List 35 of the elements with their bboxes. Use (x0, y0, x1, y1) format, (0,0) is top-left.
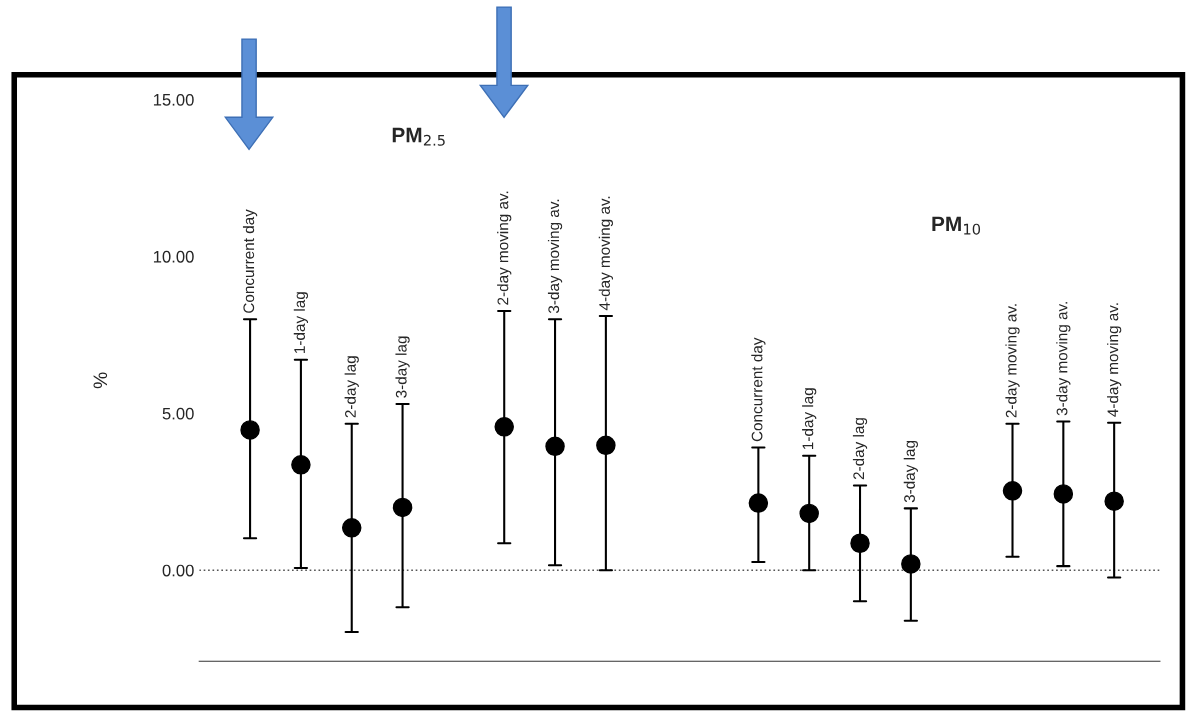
y-tick-label: 5.00 (162, 407, 194, 420)
point (545, 436, 565, 457)
point (901, 554, 921, 574)
point (1002, 481, 1023, 501)
x-tick-label: 1-day lag (802, 388, 817, 449)
x-tick-label: 3-day moving av. (547, 199, 563, 314)
point (494, 417, 514, 437)
x-tick-label: Concurrent day (751, 337, 766, 442)
x-tick-label: 3-day lag (903, 440, 918, 503)
y-tick-label: 10.00 (153, 250, 194, 263)
x-tick-label: 2-day moving av. (1005, 304, 1020, 418)
point (799, 503, 819, 524)
annotation: PM$_{10}$ (932, 216, 981, 235)
point (596, 435, 616, 456)
point (748, 493, 769, 513)
point (240, 420, 260, 440)
point (1053, 484, 1074, 504)
x-tick-label: 4-day moving av. (598, 196, 613, 311)
y-tick-label: 15.00 (153, 93, 194, 106)
point (850, 533, 870, 553)
x-tick-label: 1-day lag (293, 292, 309, 353)
x-tick-label: 2-day lag (344, 356, 359, 418)
x-tick-label: 4-day moving av. (1107, 303, 1122, 417)
y-tick-label: 0.00 (162, 564, 194, 577)
x-tick-label: 3-day lag (395, 336, 410, 398)
point (291, 455, 311, 475)
x-tick-label: 3-day moving av. (1056, 302, 1071, 416)
y-axis-title: % (93, 372, 108, 389)
x-tick-label: Concurrent day (242, 209, 258, 313)
annotation: PM$_{2.5}$ (392, 127, 445, 146)
x-tick-label: 2-day lag (852, 418, 868, 480)
point (341, 518, 362, 538)
point (1104, 491, 1124, 511)
x-tick-label: 2-day moving av. (497, 191, 512, 305)
point (392, 497, 413, 518)
